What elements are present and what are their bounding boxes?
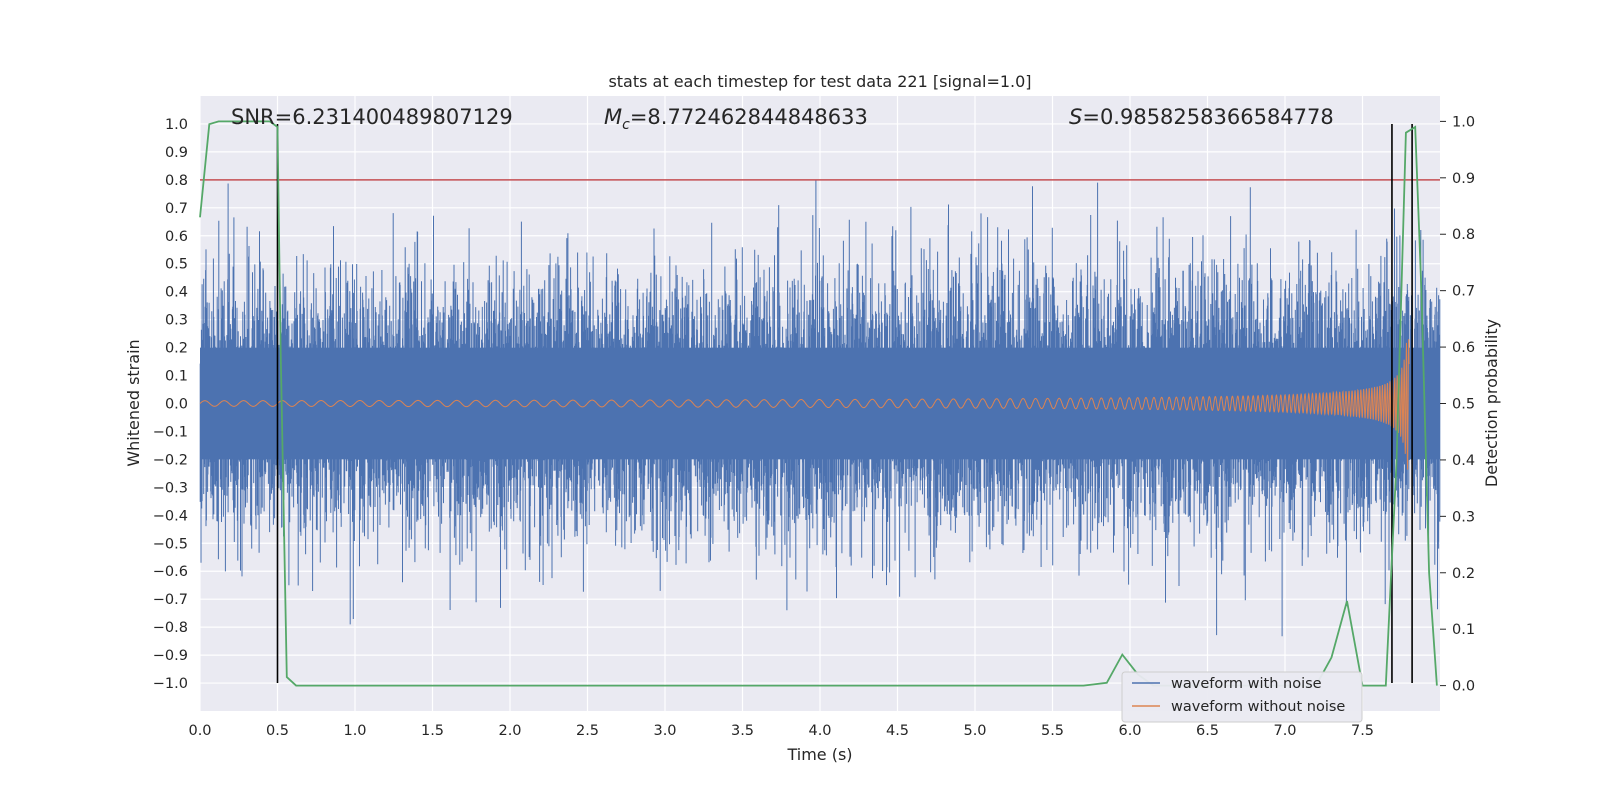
x-tick-label: 1.5 — [421, 723, 444, 739]
y-tick-label: −0.8 — [153, 620, 188, 636]
y-tick-label: −0.3 — [153, 480, 188, 496]
chirp-trace — [199, 339, 1410, 470]
annotation-snr: SNR=6.231400489807129 — [231, 105, 513, 129]
y-tick-label: 0.5 — [165, 257, 188, 273]
y-axis-label-right: Detection probability — [1482, 319, 1501, 487]
y-tick-label: 0.3 — [165, 313, 188, 329]
y-tick-label: 0.7 — [165, 201, 188, 217]
legend-label-noise: waveform with noise — [1171, 676, 1322, 692]
annotation-chirp-mass: Mc=8.772462844848633 — [604, 105, 868, 133]
series-waveform-without-noise — [199, 339, 1410, 470]
y-tick-label: 0.4 — [165, 285, 188, 301]
overlay-lines — [199, 120, 1440, 687]
y-tick-label: 0.0 — [165, 397, 188, 413]
x-tick-label: 6.0 — [1118, 723, 1141, 739]
y-tick-label: 0.9 — [165, 145, 188, 161]
y-axis-label: Whitened strain — [124, 339, 143, 466]
x-tick-label: 6.5 — [1196, 723, 1219, 739]
x-tick-label: 0.0 — [188, 723, 211, 739]
y-right-tick-label: 0.5 — [1452, 397, 1475, 413]
x-tick-label: 7.0 — [1273, 723, 1296, 739]
y-tick-label: 0.2 — [165, 341, 188, 357]
legend-label-clean: waveform without noise — [1171, 699, 1345, 715]
x-tick-label: 5.0 — [963, 723, 986, 739]
y-tick-label: −0.1 — [153, 424, 188, 440]
y-right-tick-label: 0.2 — [1452, 566, 1475, 582]
y-tick-label: −1.0 — [153, 676, 188, 692]
x-tick-label: 4.5 — [886, 723, 909, 739]
chart-title: stats at each timestep for test data 221… — [608, 72, 1031, 91]
axes: 0.0 0.5 1.0 1.5 2.0 2.5 3.0 3.5 4.0 4.5 5.0 5.5 6.0 6… — [153, 114, 1475, 739]
x-tick-label: 2.0 — [498, 723, 521, 739]
y-right-tick-label: 0.7 — [1452, 284, 1475, 300]
x-tick-label: 7.5 — [1351, 723, 1374, 739]
y-tick-label: −0.5 — [153, 536, 188, 552]
y-tick-label: 0.8 — [165, 173, 188, 189]
y-tick-label: −0.4 — [153, 508, 188, 524]
legend-box — [1121, 671, 1363, 723]
y-tick-label: −0.9 — [153, 648, 188, 664]
y-tick-label: −0.7 — [153, 592, 188, 608]
y-tick-label: 1.0 — [165, 117, 188, 133]
x-tick-label: 3.0 — [653, 723, 676, 739]
y-right-tick-label: 0.8 — [1452, 227, 1475, 243]
x-tick-label: 2.5 — [576, 723, 599, 739]
y-right-tick-label: 0.3 — [1452, 509, 1475, 525]
y-right-tick-label: 0.9 — [1452, 171, 1475, 187]
y-tick-label: −0.2 — [153, 452, 188, 468]
y-tick-label: 0.1 — [165, 369, 188, 385]
x-tick-label: 5.5 — [1041, 723, 1064, 739]
annotation-statistic: S=0.9858258366584778 — [1069, 105, 1334, 129]
y-right-tick-label: 0.6 — [1452, 340, 1475, 356]
detection-probability-line — [199, 120, 1438, 687]
x-tick-label: 3.5 — [731, 723, 754, 739]
x-tick-label: 0.5 — [266, 723, 289, 739]
x-tick-label: 4.0 — [808, 723, 831, 739]
y-right-tick-label: 0.1 — [1452, 622, 1475, 638]
y-right-tick-label: 0.0 — [1452, 679, 1475, 695]
y-right-tick-label: 1.0 — [1452, 114, 1475, 130]
y-tick-label: 0.6 — [165, 229, 188, 245]
y-tick-label: −0.6 — [153, 564, 188, 580]
x-axis-label: Time (s) — [786, 745, 852, 764]
x-tick-label: 1.0 — [343, 723, 366, 739]
legend: waveform with noise waveform without noi… — [1121, 671, 1363, 723]
y-right-tick-label: 0.4 — [1452, 453, 1475, 469]
